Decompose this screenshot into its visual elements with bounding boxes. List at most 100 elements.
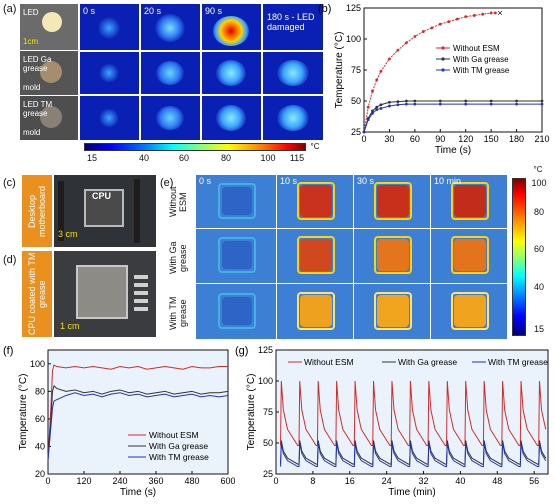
y-tick-label: 75 xyxy=(351,65,361,75)
data-point xyxy=(379,107,383,110)
x-axis-label: Time (s) xyxy=(120,487,156,498)
data-point xyxy=(515,99,518,103)
data-point xyxy=(404,99,408,103)
data-point xyxy=(489,102,493,106)
x-tick-label: 120 xyxy=(458,134,473,144)
e-row-label-1: With Ga grease xyxy=(168,241,188,275)
x-tick-label: 30 xyxy=(384,134,394,144)
e-time-10s: 10 s xyxy=(280,176,298,186)
cpu-label: CPU xyxy=(92,191,112,201)
x-axis-label: Time (s) xyxy=(435,145,471,156)
e-time-10min: 10 min xyxy=(434,176,462,186)
y-tick-label: 60 xyxy=(35,414,45,424)
x-tick-label: 600 xyxy=(220,476,235,486)
x-tick-label: 24 xyxy=(382,476,392,486)
cbar-a-tick-2: 60 xyxy=(178,153,189,163)
led-label-bare: LED xyxy=(23,8,39,17)
e-time-0s: 0 s xyxy=(199,176,212,186)
data-point xyxy=(362,130,366,134)
cbar-e-tick-2: 60 xyxy=(533,244,544,254)
data-point xyxy=(371,109,374,113)
thermal-a-r1-c2: 20 s xyxy=(141,4,200,50)
cbar-e-tick-0: 100 xyxy=(531,178,547,188)
y-tick-label: 100 xyxy=(258,376,273,386)
chart-g: 0 8 16 24 32 40 48 56 25 50 75 100 125 Time (min) Temp… xyxy=(235,345,549,498)
data-point xyxy=(489,11,493,15)
mold-label-2: mold xyxy=(23,128,41,137)
thermal-a-r3-c1 xyxy=(80,96,139,140)
series-line xyxy=(363,103,542,133)
y-tick-label: 100 xyxy=(30,359,45,369)
thermal-e-r2-c3 xyxy=(354,229,430,283)
thermal-a-r3-c3 xyxy=(202,96,261,140)
panel-d-letter: (d) xyxy=(3,254,17,266)
thermal-a-r3-c2 xyxy=(141,96,200,140)
series-line xyxy=(47,392,229,461)
data-point xyxy=(489,99,493,103)
data-point xyxy=(481,12,485,16)
data-point xyxy=(413,35,417,38)
legend-label: With TM grease xyxy=(453,66,510,75)
data-point xyxy=(388,57,391,61)
colorbar-a xyxy=(84,143,306,151)
time-label-90s: 90 s xyxy=(205,6,223,16)
data-point xyxy=(388,100,391,104)
y-tick-label: 125 xyxy=(258,345,273,355)
y-tick-label: 25 xyxy=(263,469,273,479)
data-point xyxy=(396,103,400,107)
plot-frame xyxy=(47,349,229,475)
data-point xyxy=(472,14,476,17)
y-tick-label: 50 xyxy=(351,96,361,106)
chart-b: 0 30 60 90 120 150 180 210 25 50 75 100 125 Time (s) T… xyxy=(318,3,550,156)
led-photo-ga: LED Ga grease mold xyxy=(20,51,78,95)
y-tick-label: 125 xyxy=(346,3,361,13)
data-point xyxy=(375,108,379,112)
scale-bar-c: 3 cm xyxy=(58,229,78,239)
panel-letter: (b) xyxy=(318,3,331,15)
thermal-e-r1-c3: 30 s xyxy=(354,175,430,228)
legend-label: Without ESM xyxy=(453,44,500,53)
led-label-tm: LED TM grease xyxy=(23,100,53,118)
thermal-e-r2-c4 xyxy=(431,229,507,283)
legend-label: Without ESM xyxy=(304,357,354,367)
x-tick-label: 60 xyxy=(410,134,420,144)
series-line xyxy=(280,442,547,468)
panel-c-tag: Desktop motherboard xyxy=(22,175,52,247)
thermal-e-r3-c3 xyxy=(354,284,430,339)
data-point xyxy=(540,99,544,103)
time-label-180s: 180 s - LED damaged xyxy=(267,12,315,32)
cbar-e-tick-3: 40 xyxy=(533,282,544,292)
legend-label: With Ga grease xyxy=(453,55,509,64)
cbar-a-unit: °C xyxy=(310,142,320,151)
led-label-ga: LED Ga grease xyxy=(23,55,52,73)
data-point xyxy=(464,15,468,19)
x-tick-label: 16 xyxy=(345,476,355,486)
data-point xyxy=(413,99,417,103)
y-tick-label: 75 xyxy=(263,407,273,417)
legend-label: With TM grease xyxy=(149,452,209,462)
data-point xyxy=(404,102,408,106)
legend-marker xyxy=(441,68,445,72)
thermal-a-r3-c4 xyxy=(263,96,323,140)
thermal-a-r1-c3: 90 s xyxy=(202,4,261,50)
x-tick-label: 150 xyxy=(484,134,499,144)
cpu-photo: 1 cm xyxy=(54,251,156,337)
y-tick-label: 50 xyxy=(263,438,273,448)
thermal-e-r2-c2 xyxy=(277,229,353,283)
x-tick-label: 32 xyxy=(419,476,429,486)
data-point xyxy=(379,103,383,107)
data-point xyxy=(447,20,451,24)
cbar-a-tick-3: 80 xyxy=(220,153,231,163)
y-tick-label: 20 xyxy=(35,469,45,479)
data-point xyxy=(464,102,468,106)
y-tick-label: 80 xyxy=(35,386,45,396)
x-tick-label: 0 xyxy=(273,476,278,486)
x-tick-label: 40 xyxy=(455,476,465,486)
thermal-a-r1-c4: 180 s - LED damaged xyxy=(263,4,323,50)
cbar-a-tick-5: 115 xyxy=(289,153,305,163)
cbar-a-tick-1: 40 xyxy=(138,153,149,163)
panel-letter: (g) xyxy=(235,345,248,357)
data-point xyxy=(438,99,442,103)
thermal-a-r1-c1: 0 s xyxy=(80,4,139,50)
plot-area xyxy=(48,350,228,474)
